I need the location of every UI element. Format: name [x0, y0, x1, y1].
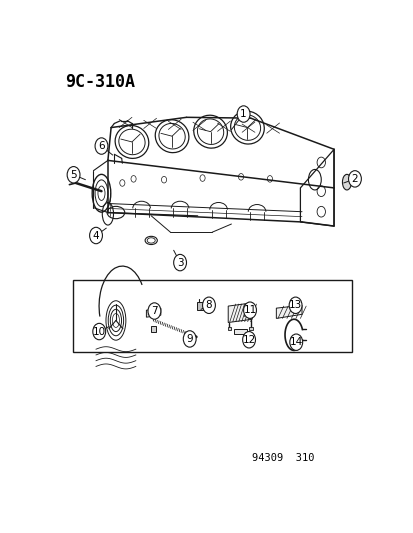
Text: 12: 12	[242, 335, 255, 345]
Circle shape	[243, 302, 256, 318]
Text: 4: 4	[93, 230, 99, 240]
Circle shape	[67, 166, 80, 183]
Text: 9: 9	[186, 334, 192, 344]
Text: 94309  310: 94309 310	[251, 453, 313, 463]
Text: 1: 1	[240, 109, 246, 119]
Circle shape	[95, 138, 108, 154]
Ellipse shape	[342, 174, 351, 190]
Text: 11: 11	[243, 305, 256, 315]
Text: 2: 2	[351, 174, 357, 184]
Circle shape	[202, 297, 215, 313]
Circle shape	[348, 171, 361, 187]
Circle shape	[288, 297, 301, 313]
Text: 7: 7	[151, 306, 157, 316]
Text: 9C-310A: 9C-310A	[65, 73, 135, 91]
Circle shape	[237, 106, 249, 122]
Circle shape	[93, 324, 105, 340]
Text: 14: 14	[289, 337, 302, 347]
Circle shape	[183, 330, 196, 347]
Circle shape	[89, 227, 102, 244]
Polygon shape	[276, 305, 301, 318]
Polygon shape	[249, 327, 252, 330]
Circle shape	[242, 332, 255, 348]
Text: 6: 6	[98, 141, 104, 151]
Text: 3: 3	[176, 257, 183, 268]
Polygon shape	[228, 303, 252, 322]
Text: 10: 10	[93, 327, 106, 336]
Circle shape	[148, 303, 161, 319]
Circle shape	[289, 334, 302, 350]
Polygon shape	[233, 329, 247, 334]
Text: 13: 13	[288, 300, 301, 310]
Polygon shape	[146, 308, 161, 317]
Text: 8: 8	[205, 300, 212, 310]
Circle shape	[173, 254, 186, 271]
Text: 5: 5	[70, 170, 77, 180]
Polygon shape	[196, 302, 207, 310]
Polygon shape	[227, 327, 231, 330]
Polygon shape	[150, 326, 156, 332]
